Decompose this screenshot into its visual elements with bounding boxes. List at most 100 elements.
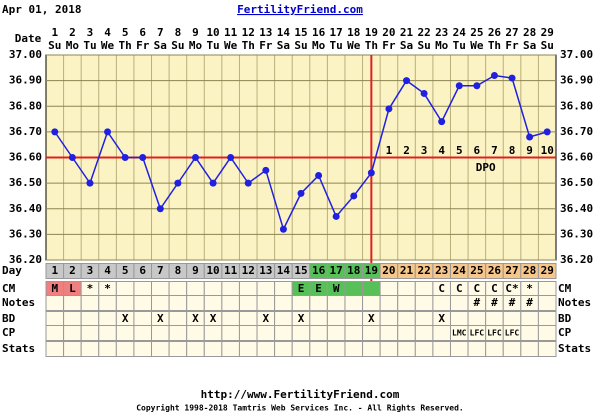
table-cell bbox=[344, 325, 364, 341]
date-label: 24 bbox=[453, 26, 467, 39]
table-cell bbox=[80, 311, 100, 327]
y-tick-label: 36.80 bbox=[9, 99, 42, 112]
table-cell bbox=[326, 311, 346, 327]
day-number: 8 bbox=[175, 264, 182, 277]
table-cell bbox=[168, 281, 188, 297]
table-cell bbox=[256, 295, 276, 311]
notes-entry: # bbox=[474, 296, 481, 309]
weekday-label: Mo bbox=[312, 39, 326, 52]
table-cell bbox=[449, 311, 469, 327]
table-cell bbox=[537, 263, 557, 279]
temperature-point bbox=[156, 205, 164, 213]
table-cell bbox=[467, 311, 487, 327]
table-cell bbox=[45, 295, 65, 311]
y-tick-label: 36.40 bbox=[9, 202, 42, 215]
day-number: 29 bbox=[541, 264, 554, 277]
temperature-point bbox=[121, 154, 129, 161]
table-cell bbox=[203, 341, 223, 357]
table-cell bbox=[309, 341, 328, 357]
table-cell bbox=[98, 295, 117, 311]
date-label: 17 bbox=[330, 26, 343, 39]
weekday-label: Sa bbox=[154, 39, 167, 52]
table-cell bbox=[115, 325, 135, 341]
cm-entry: C* bbox=[505, 282, 518, 295]
day-number: 27 bbox=[505, 264, 518, 277]
y-tick-label: 36.60 bbox=[9, 151, 42, 164]
table-cell bbox=[98, 341, 117, 357]
temperature-point bbox=[279, 225, 287, 233]
table-cell bbox=[309, 295, 328, 311]
table-cell bbox=[133, 311, 153, 327]
table-cell bbox=[537, 325, 557, 341]
temperature-point bbox=[438, 118, 446, 126]
table-cell bbox=[256, 325, 276, 341]
row-label: Day bbox=[2, 264, 22, 277]
day-number: 9 bbox=[192, 264, 199, 277]
day-number: 11 bbox=[224, 264, 238, 277]
date-label: 16 bbox=[312, 26, 326, 39]
table-cell bbox=[168, 295, 188, 311]
table-cell bbox=[291, 325, 311, 341]
weekday-label: Th bbox=[119, 39, 132, 52]
table-cell bbox=[115, 281, 135, 297]
table-cell bbox=[379, 281, 399, 297]
row-label-right: BD bbox=[558, 312, 572, 325]
weekday-label: Th bbox=[488, 39, 501, 52]
temperature-point bbox=[543, 128, 551, 136]
table-cell bbox=[520, 325, 539, 341]
table-cell bbox=[537, 341, 557, 357]
date-label: 6 bbox=[139, 26, 146, 39]
date-label: 4 bbox=[104, 26, 111, 39]
date-label: 22 bbox=[417, 26, 430, 39]
cp-entry: LFC bbox=[505, 329, 520, 338]
table-cell bbox=[414, 341, 434, 357]
bd-entry: X bbox=[298, 312, 305, 325]
bd-entry: X bbox=[157, 312, 164, 325]
table-cell bbox=[379, 325, 399, 341]
table-cell bbox=[537, 295, 557, 311]
table-cell bbox=[449, 295, 469, 311]
cm-entry: * bbox=[104, 282, 111, 295]
chart-date: Apr 01, 2018 bbox=[2, 3, 81, 16]
y-tick-label-right: 36.40 bbox=[560, 202, 593, 215]
table-cell bbox=[344, 341, 364, 357]
weekday-label: Th bbox=[242, 39, 255, 52]
dpo-number: 6 bbox=[474, 144, 481, 157]
table-cell bbox=[432, 325, 451, 341]
table-cell bbox=[362, 325, 381, 341]
footer-url[interactable]: http://www.FertilityFriend.com bbox=[201, 388, 400, 401]
dpo-number: 8 bbox=[509, 144, 516, 157]
weekday-label: Mo bbox=[435, 39, 449, 52]
temperature-point bbox=[526, 133, 534, 141]
site-link[interactable]: FertilityFriend.com bbox=[237, 3, 363, 16]
cp-entry: LFC bbox=[487, 329, 502, 338]
table-cell bbox=[221, 325, 240, 341]
temperature-point bbox=[262, 166, 270, 174]
date-label: 10 bbox=[206, 26, 219, 39]
table-cell bbox=[203, 295, 223, 311]
weekday-label: Mo bbox=[189, 39, 203, 52]
table-cell bbox=[133, 341, 153, 357]
day-number: 20 bbox=[382, 264, 395, 277]
weekday-label: Mo bbox=[66, 39, 80, 52]
dpo-number: 3 bbox=[421, 144, 428, 157]
day-number: 26 bbox=[488, 264, 502, 277]
weekday-label: Su bbox=[294, 39, 307, 52]
weekday-label: Fr bbox=[136, 39, 150, 52]
date-label: 5 bbox=[122, 26, 129, 39]
weekday-label: Su bbox=[171, 39, 184, 52]
table-cell bbox=[151, 325, 170, 341]
table-cell bbox=[238, 341, 258, 357]
y-tick-label-right: 36.60 bbox=[560, 151, 593, 164]
day-number: 6 bbox=[139, 264, 146, 277]
temperature-point bbox=[508, 74, 516, 82]
day-number: 1 bbox=[51, 264, 58, 277]
weekday-label: Sa bbox=[523, 39, 536, 52]
table-cell bbox=[256, 281, 276, 297]
day-number: 19 bbox=[365, 264, 378, 277]
table-cell bbox=[98, 311, 117, 327]
day-number: 12 bbox=[242, 264, 255, 277]
day-number: 25 bbox=[470, 264, 483, 277]
date-label: 23 bbox=[435, 26, 448, 39]
y-tick-label-right: 36.20 bbox=[560, 253, 593, 266]
